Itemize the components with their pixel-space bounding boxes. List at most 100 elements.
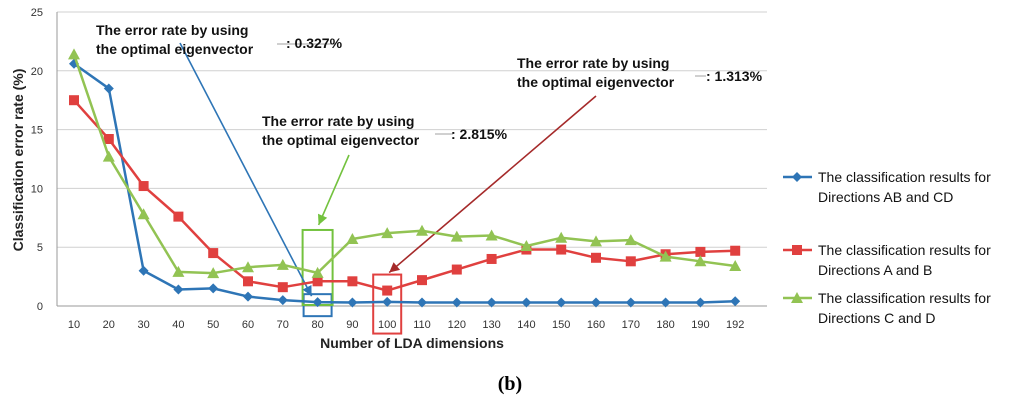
x-tick-label: 60 (242, 319, 254, 331)
x-tick-label: 90 (346, 319, 358, 331)
data-point (243, 276, 253, 287)
series-line (73, 62, 736, 304)
legend-marker (792, 245, 802, 255)
x-tick-label: 30 (137, 319, 149, 331)
x-tick-label: 160 (587, 319, 605, 331)
x-tick-label: 80 (311, 319, 323, 331)
legend-label: Directions C and D (818, 310, 936, 326)
x-tick-label: 180 (656, 319, 674, 331)
annotation-arrow-green-head (317, 213, 328, 225)
data-point (69, 95, 79, 106)
legend-label: The classification results for (818, 290, 991, 306)
x-tick-label: 192 (726, 319, 744, 331)
data-point (555, 231, 568, 243)
annotation-arrow-blue (179, 42, 313, 297)
annotation-text: the optimal eigenvector (262, 132, 420, 148)
data-point (243, 291, 253, 302)
data-point (521, 297, 532, 308)
data-point (417, 275, 427, 286)
y-tick-label: 25 (31, 7, 43, 19)
legend-entry-1: The classification results for Directions… (783, 169, 991, 205)
data-point (208, 248, 219, 259)
x-tick-label: 20 (103, 319, 115, 331)
legend-entry-3: The classification results for Directions… (783, 290, 991, 326)
data-point (695, 246, 706, 257)
legend-marker (792, 172, 802, 182)
x-tick-label: 100 (378, 319, 396, 331)
data-point (346, 232, 359, 244)
annotation-text: The error rate by using (517, 55, 669, 71)
annotation-value: : 1.313% (706, 68, 763, 84)
legend: The classification results for Directions… (783, 169, 991, 326)
annotation-labels: The error rate by using the optimal eigen… (96, 22, 763, 148)
y-tick-label: 10 (31, 183, 43, 195)
annotation-arrows (179, 42, 706, 335)
x-tick-label: 170 (622, 319, 640, 331)
data-point (172, 265, 185, 277)
y-tick-label: 5 (37, 242, 43, 254)
data-point (624, 234, 637, 246)
x-tick-label: 110 (413, 319, 431, 331)
series-line (73, 99, 736, 292)
y-tick-label: 15 (31, 125, 43, 137)
y-axis-title: Classification error rate (%) (10, 69, 26, 252)
data-point (591, 297, 601, 308)
series-1 (69, 58, 741, 308)
data-point (138, 181, 149, 192)
annotation-arrow-red-head (389, 262, 401, 273)
data-point (730, 245, 741, 256)
legend-label: The classification results for (818, 169, 991, 185)
data-point (103, 83, 114, 94)
data-point (68, 48, 80, 60)
x-tick-label: 140 (517, 319, 535, 331)
data-point (347, 297, 358, 308)
data-point (277, 295, 288, 306)
legend-marker (791, 292, 803, 303)
data-point (277, 282, 288, 293)
series-2 (69, 95, 741, 296)
highlight-box (372, 273, 403, 335)
x-tick-label: 190 (691, 319, 709, 331)
y-tick-label: 20 (31, 66, 43, 78)
data-point (207, 267, 220, 279)
legend-label: Directions AB and CD (818, 189, 953, 205)
data-point (450, 230, 463, 242)
data-point (730, 296, 741, 307)
data-point (173, 284, 184, 295)
data-point (242, 261, 254, 273)
annotation-1: The error rate by using the optimal eigen… (96, 22, 343, 57)
data-point (416, 224, 428, 236)
x-tick-label: 40 (172, 319, 184, 331)
x-axis-title: Number of LDA dimensions (320, 335, 504, 351)
legend-entry-2: The classification results for Directions… (783, 242, 991, 278)
data-point (381, 227, 394, 239)
data-point (103, 134, 114, 145)
data-point (660, 297, 671, 308)
data-point (276, 258, 289, 270)
data-point (208, 283, 219, 294)
data-point (694, 255, 707, 267)
legend-label: The classification results for (818, 242, 991, 258)
annotation-value: : 0.327% (286, 35, 343, 51)
x-tick-label: 70 (277, 319, 289, 331)
data-point (451, 297, 462, 308)
data-point (556, 244, 567, 255)
data-point (312, 276, 323, 287)
data-point (659, 250, 672, 262)
data-point (382, 296, 393, 307)
data-point (695, 297, 706, 308)
annotation-arrow-blue-head (302, 284, 312, 297)
annotation-text: the optimal eigenvector (517, 74, 675, 90)
annotation-text: The error rate by using (96, 22, 248, 38)
x-tick-label: 50 (207, 319, 219, 331)
data-point (137, 208, 150, 220)
data-point (451, 264, 462, 275)
annotation-arrow-green (317, 154, 350, 226)
data-point (486, 297, 497, 308)
data-point (556, 297, 567, 308)
data-point (591, 252, 601, 263)
figure-caption: (b) (498, 373, 522, 395)
data-point (590, 235, 602, 247)
